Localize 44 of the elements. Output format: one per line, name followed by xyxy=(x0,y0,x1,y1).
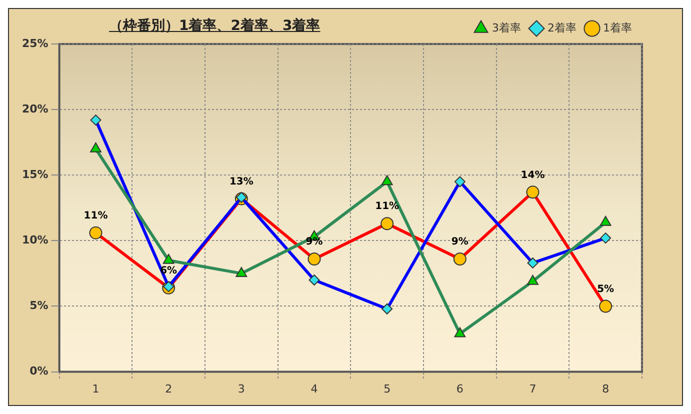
data-label: 11% xyxy=(84,210,108,222)
point xyxy=(526,186,540,199)
point xyxy=(599,300,612,313)
y-tick-label: 0% xyxy=(30,364,48,378)
legend-label: 2着率 xyxy=(548,21,577,34)
point xyxy=(162,254,174,264)
data-label: 9% xyxy=(306,236,323,248)
y-tick-label: 5% xyxy=(30,299,48,312)
data-label: 5% xyxy=(597,284,614,295)
x-tick-label: 8 xyxy=(602,382,610,396)
y-tick-label: 20% xyxy=(22,102,48,116)
x-tick-label: 3 xyxy=(238,382,245,396)
point xyxy=(600,216,612,226)
x-tick-label: 4 xyxy=(310,382,318,396)
point xyxy=(600,232,612,244)
point xyxy=(236,192,247,203)
y-tick-label: 10% xyxy=(22,234,48,247)
point xyxy=(382,303,393,314)
x-tick-label: 2 xyxy=(165,382,172,396)
point xyxy=(453,252,466,266)
point xyxy=(381,175,393,186)
x-tick-label: 7 xyxy=(529,382,536,396)
point xyxy=(527,257,538,268)
point xyxy=(90,142,102,152)
point xyxy=(89,226,102,240)
x-tick-label: 6 xyxy=(456,382,464,396)
point xyxy=(454,327,466,338)
legend-label: 3着率 xyxy=(492,21,522,34)
point xyxy=(308,252,321,266)
data-label: 14% xyxy=(520,170,545,181)
data-label: 9% xyxy=(451,236,468,248)
point xyxy=(236,266,248,277)
y-tick-label: 15% xyxy=(22,168,48,181)
x-tick-label: 5 xyxy=(384,382,391,396)
point xyxy=(90,114,102,126)
x-tick-label: 1 xyxy=(92,382,100,396)
point xyxy=(308,274,320,286)
chart-title: （枠番別）1着率、2着率、3着率 xyxy=(109,17,320,35)
y-tick-label: 25% xyxy=(22,36,48,50)
legend-label: 1着率 xyxy=(603,21,632,34)
point xyxy=(380,217,394,230)
point xyxy=(454,176,466,188)
point xyxy=(527,274,538,285)
data-label: 13% xyxy=(229,176,254,188)
